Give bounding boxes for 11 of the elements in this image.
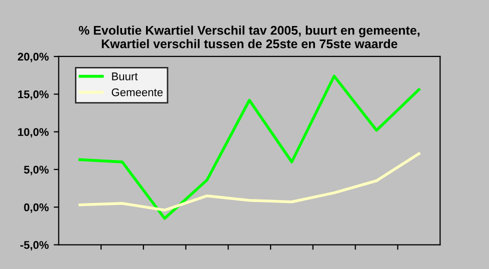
y-tick-label: -5,0%	[20, 241, 49, 251]
y-tick-label: 0,0%	[24, 203, 49, 213]
y-tick-label: 10,0%	[18, 128, 49, 138]
legend-label: Gemeente	[112, 88, 163, 96]
line-series	[78, 74, 420, 220]
legend-label: Buurt	[112, 72, 138, 80]
y-tick-label: 20,0%	[18, 52, 49, 62]
y-tick-label: 15,0%	[18, 90, 49, 100]
line-series	[78, 152, 420, 212]
y-tick-label: 5,0%	[24, 166, 49, 176]
chart-title: % Evolutie Kwartiel Verschil tav 2005, buurt en gemeente, Kwartiel verschil tussen de 25ste en 75ste waarde	[78, 26, 420, 48]
